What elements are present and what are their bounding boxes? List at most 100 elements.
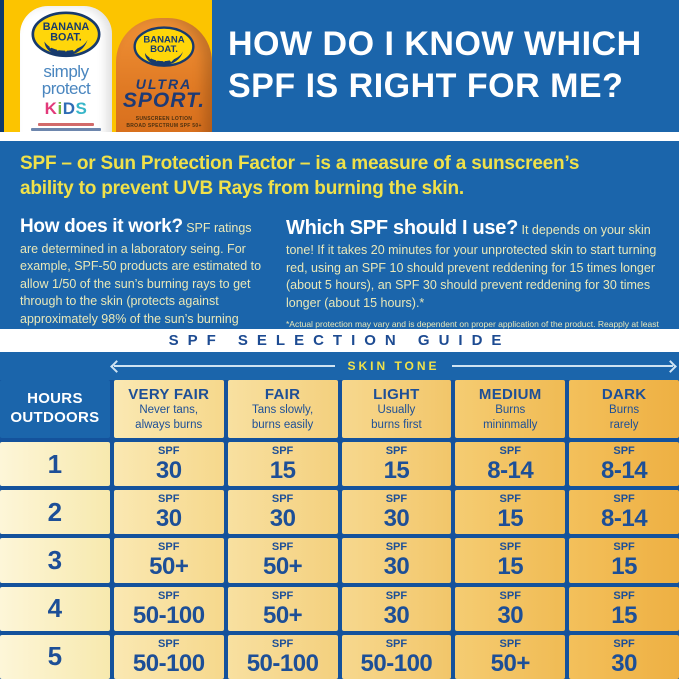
column-label: DARK [601,385,647,403]
badge-letter: D [62,99,76,119]
spf-value: 50-100 [132,649,205,677]
spf-label: SPF [271,541,294,554]
product-name-ultra: ULTRA [135,76,193,92]
kids-badge: KiDS [20,99,112,119]
skin-tone-label: SKIN TONE [347,359,440,373]
spf-label: SPF [385,541,408,554]
hours-value: 3 [47,544,63,575]
spf-cell: SPF 30 [113,490,224,535]
spf-value: 50+ [262,553,303,581]
product-name-simply: simply [43,62,89,81]
spf-label: SPF [385,637,408,650]
spf-value: 15 [497,505,524,533]
spf-selection-table: HOURS OUTDOORS VERY FAIR Never tans, alw… [0,380,679,679]
spf-cell: SPF 30 [569,634,679,679]
column-desc: Tans slowly, [252,403,314,416]
spf-value: 30 [611,649,637,677]
spf-label: SPF [499,444,521,457]
spf-cell: SPF 50+ [113,538,224,583]
banana-icon [44,39,88,56]
hours-cell: 5 [0,634,110,679]
spf-value: 30 [383,601,410,629]
column-desc: rarely [609,418,639,431]
badge-letter: i [57,99,63,119]
hours-cell: 3 [0,538,110,583]
spf-label: SPF [613,493,635,506]
page-title-line: SPF IS RIGHT FOR ME? [228,66,624,105]
spf-value: 15 [611,553,637,581]
hours-cell: 1 [0,442,110,487]
column-header-dark: DARK Burns rarely [569,380,679,438]
hours-cell: 4 [0,586,110,631]
spf-value: 30 [269,505,296,533]
spf-cell: SPF 50-100 [113,634,224,679]
guide-title: SPF SELECTION GUIDE [168,332,511,349]
fine-print-bar [31,128,101,132]
hours-value: 2 [47,496,63,527]
brand-word: BANANA [43,21,90,33]
spf-cell: SPF 15 [569,538,679,583]
column-desc: always burns [135,418,203,431]
hours-value: 4 [47,593,63,624]
table-corner-hours-outdoors: HOURS OUTDOORS [0,380,110,438]
arrow-right-icon [664,359,677,373]
spf-cell: SPF 50+ [227,586,338,631]
column-header-light: LIGHT Usually burns first [341,380,452,438]
spf-cell: SPF 8-14 [569,442,679,487]
column-header-medium: MEDIUM Burns mininmally [455,380,566,438]
fine-print-lines [20,123,112,132]
spf-value: 50-100 [132,601,205,629]
product-subtext-line: SUNSCREEN LOTION [135,115,193,122]
spf-value: 50+ [149,553,189,581]
arrow-left-icon [110,359,123,373]
spf-label: SPF [271,493,294,506]
spf-cell: SPF 15 [455,538,566,583]
spf-cell: SPF 30 [341,586,452,631]
banana-boat-logo-icon: BANANA BOAT. [31,11,101,58]
column-desc: burns first [371,418,422,431]
product-subtext-line: BROAD SPECTRUM SPF 50+ [126,123,202,130]
spf-label: SPF [499,493,521,506]
spf-label: SPF [613,541,635,554]
spf-label: SPF [158,637,180,650]
how-it-works-heading: How does it work? [20,216,183,237]
how-it-works-column: How does it work? SPF ratings are determ… [20,214,270,346]
spf-cell: SPF 30 [227,490,338,535]
arrow-line [451,365,673,367]
spf-value: 30 [383,505,410,533]
spf-value: 30 [497,601,524,629]
spf-cell: SPF 15 [455,490,566,535]
column-desc: Burns [495,403,526,416]
spf-definition-banner: SPF – or Sun Protection Factor – is a me… [0,141,679,201]
spf-value: 50+ [490,649,531,677]
spf-label: SPF [613,589,635,602]
brand-word: BANANA [143,35,184,46]
spf-label: SPF [613,444,635,457]
badge-letter: S [75,99,88,119]
spf-value: 8-14 [601,505,648,533]
spf-value: 50-100 [246,649,319,677]
corner-line: OUTDOORS [10,409,100,426]
spf-cell: SPF 8-14 [455,442,566,487]
arrow-line [114,365,336,367]
spf-cell: SPF 50-100 [341,634,452,679]
kids-sunscreen-bottle: BANANA BOAT. simply protect KiDS [20,6,112,132]
page-title: HOW DO I KNOW WHICH SPF IS RIGHT FOR ME? [228,24,673,108]
column-label: MEDIUM [478,385,542,403]
corner-line: HOURS [27,390,83,408]
product-name-sport: SPORT. [122,89,206,112]
spf-label: SPF [158,444,180,457]
how-it-works-body: SPF ratings are determined in a laborato… [20,221,262,343]
brand-word: BOAT. [150,44,178,55]
spf-value: 30 [155,505,182,533]
divider [0,132,679,141]
ultra-sport-sunscreen-bottle: BANANA BOAT. ULTRA SPORT. SUNSCREEN LOTI… [116,18,212,132]
brand-word: BOAT. [50,32,81,44]
column-header-fair: FAIR Tans slowly, burns easily [227,380,338,438]
column-desc: burns easily [251,418,314,431]
header: BANANA BOAT. simply protect KiDS BANANA [0,0,679,132]
column-desc: Never tans, [139,403,199,416]
spf-label: SPF [613,637,635,650]
spf-label: SPF [385,444,408,457]
